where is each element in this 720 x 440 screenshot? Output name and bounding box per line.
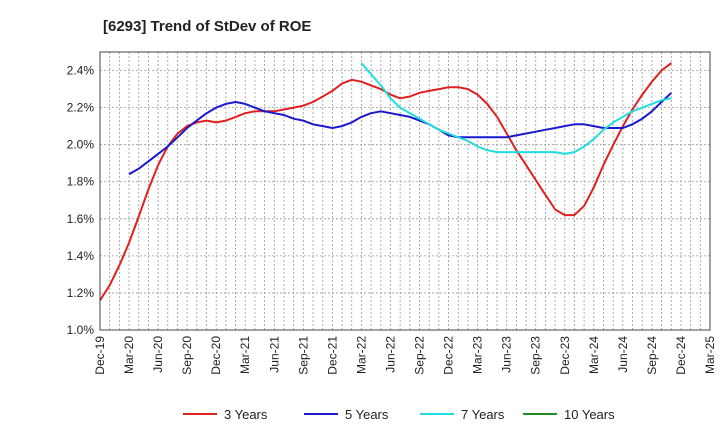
- x-tick-label: Mar-23: [471, 336, 485, 374]
- x-tick-label: Mar-22: [354, 336, 368, 374]
- x-tick-label: Jun-21: [267, 336, 281, 373]
- x-axis: Dec-19 Mar-20 Jun-20 Sep-20 Dec-20 Mar-21 Jun-…: [93, 336, 717, 375]
- x-tick-label: Jun-22: [383, 336, 397, 373]
- x-tick-label: Dec-22: [442, 336, 456, 375]
- y-tick-label: 2.2%: [67, 101, 95, 115]
- x-tick-label: Jun-24: [616, 336, 630, 373]
- y-tick-label: 2.0%: [67, 138, 95, 152]
- x-tick-label: Mar-24: [587, 336, 601, 374]
- x-tick-label: Sep-21: [296, 336, 310, 375]
- series-line-7-years: [360, 62, 672, 155]
- x-tick-label: Mar-25: [703, 336, 717, 374]
- x-tick-label: Jun-20: [151, 336, 165, 373]
- legend-label: 3 Years: [224, 407, 268, 422]
- x-tick-label: Sep-24: [645, 336, 659, 375]
- y-tick-label: 2.4%: [67, 64, 95, 78]
- y-tick-label: 1.6%: [67, 212, 95, 226]
- legend-label: 5 Years: [345, 407, 389, 422]
- x-tick-label: Sep-20: [180, 336, 194, 375]
- x-tick-label: Dec-23: [558, 336, 572, 375]
- x-tick-label: Sep-23: [529, 336, 543, 375]
- chart-title: [6293] Trend of StDev of ROE: [103, 18, 311, 35]
- y-tick-label: 1.0%: [67, 323, 95, 337]
- x-tick-label: Dec-20: [209, 336, 223, 375]
- y-tick-label: 1.2%: [67, 286, 95, 300]
- legend-label: 7 Years: [461, 407, 505, 422]
- x-tick-label: Mar-21: [238, 336, 252, 374]
- y-axis: 1.0% 1.2% 1.4% 1.6% 1.8% 2.0% 2.2% 2.4%: [67, 64, 95, 337]
- x-tick-label: Sep-22: [413, 336, 427, 375]
- plot-frame: [99, 51, 711, 331]
- x-tick-label: Dec-21: [325, 336, 339, 375]
- y-tick-label: 1.8%: [67, 175, 95, 189]
- y-tick-label: 1.4%: [67, 249, 95, 263]
- x-tick-label: Dec-24: [674, 336, 688, 375]
- x-tick-label: Mar-20: [122, 336, 136, 374]
- series-lines: [99, 62, 673, 301]
- legend-label: 10 Years: [564, 407, 615, 422]
- x-tick-label: Jun-23: [500, 336, 514, 373]
- legend: 3 Years 5 Years 7 Years 10 Years: [183, 407, 615, 422]
- series-line-5-years: [128, 92, 673, 176]
- grid: [100, 52, 710, 330]
- x-tick-label: Dec-19: [93, 336, 107, 375]
